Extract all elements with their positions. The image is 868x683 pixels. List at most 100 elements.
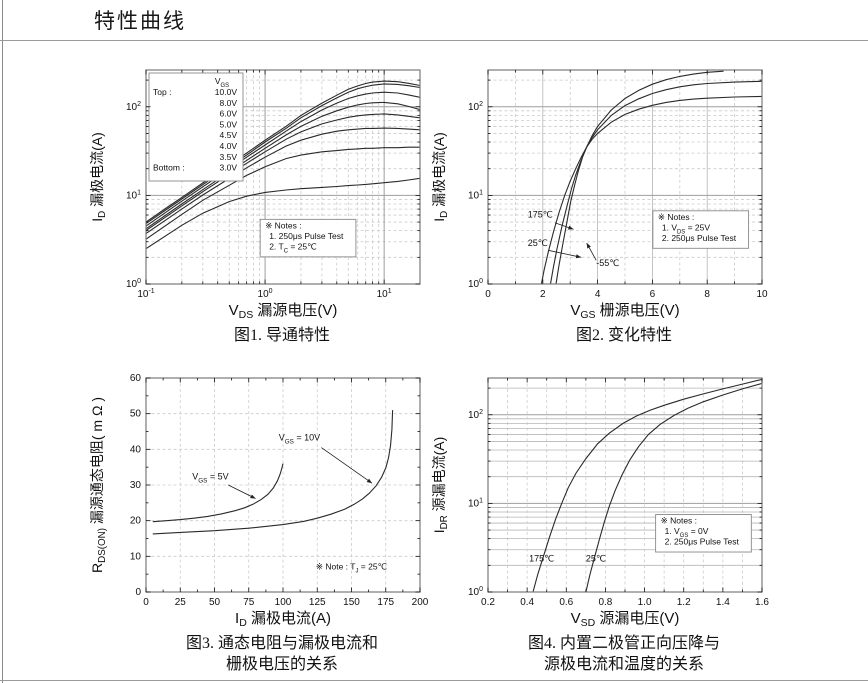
curve-label: 25℃ [528, 238, 548, 248]
notes-box [259, 218, 357, 258]
x-axis-label: ID 漏极电流(A) [235, 610, 331, 629]
y-tick-label: 50 [130, 409, 142, 420]
note-line: 1. VGS = 0V [665, 526, 709, 539]
x-tick-label: 0 [143, 597, 149, 608]
figure-3-caption: 图3. 通态电阻与漏极电流和 栅极电压的关系 [132, 634, 432, 676]
x-tick-label: 0 [485, 289, 491, 300]
curve-label: 175℃ [529, 554, 554, 564]
y-axis-label: IDR 源漏电流(A) [431, 437, 450, 534]
y-tick-label: 10 [130, 551, 142, 562]
note-line: ※ Note : TJ = 25℃ [316, 562, 388, 575]
y-tick-label: 100 [126, 278, 141, 290]
note-line: 2. TC = 25℃ [269, 241, 317, 254]
curve-label: VGS = 10V [279, 432, 320, 445]
y-tick-label: 101 [126, 189, 141, 201]
figure-1-caption: 图1. 导通特性 [132, 326, 432, 347]
figure-4-caption-line: 源极电流和温度的关系 [543, 655, 704, 673]
page-title: 特性曲线 [94, 9, 186, 33]
x-tick-label: 100 [275, 597, 292, 608]
notes-box [655, 514, 752, 553]
curve-VGS=3.5V [146, 146, 420, 240]
figure-2-caption-line: 图2. 变化特性 [575, 327, 672, 344]
x-axis-label: VGS 栅源电压(V) [570, 302, 679, 321]
note-line: 1. VDS = 25V [662, 222, 711, 235]
y-tick-label: 20 [130, 516, 142, 527]
y-tick-label: 101 [468, 189, 483, 201]
curve-25℃ [585, 382, 762, 592]
legend-row-value: 4.0V [220, 141, 238, 151]
arrowhead-icon [586, 243, 591, 249]
x-tick-label: 50 [209, 597, 221, 608]
x-tick-label: 8 [704, 289, 710, 300]
legend-row-value: 4.5V [220, 130, 238, 140]
curve-label: 175℃ [528, 210, 553, 220]
figure-4-caption: 图4. 内置二极管正向压降与 源极电流和温度的关系 [474, 634, 774, 676]
figure-2-caption: 图2. 变化特性 [474, 326, 774, 347]
curve--55℃ [555, 70, 724, 284]
note-line: ※ Notes : [265, 220, 301, 230]
legend-row-value: 5.0V [220, 119, 238, 129]
x-tick-label: 0.8 [598, 597, 612, 608]
curve-VGS=3.0V [146, 177, 420, 250]
figure-3-caption-line: 图3. 通态电阻与漏极电流和 [185, 635, 378, 652]
legend-row-prefix: Bottom : [153, 163, 185, 173]
y-tick-label: 40 [130, 444, 142, 455]
curve-label: -55℃ [596, 258, 619, 268]
top-rule [0, 40, 868, 41]
y-tick-label: 100 [468, 278, 483, 290]
x-tick-label: 150 [343, 597, 360, 608]
legend-row-prefix: Top : [153, 87, 171, 97]
y-tick-label: 102 [126, 101, 141, 113]
x-tick-label: 1.4 [716, 597, 730, 608]
figure-4: ※ Notes :1. VGS = 0V 2. 250μs Pulse Test 1… [428, 366, 778, 676]
y-tick-label: 102 [468, 409, 483, 421]
x-tick-label: 100 [258, 288, 273, 300]
page-left-border [2, 0, 3, 683]
x-axis-label: VSD 源漏电压(V) [571, 610, 680, 629]
x-tick-label: 75 [243, 597, 255, 608]
arrowhead-icon [366, 478, 373, 484]
figure-1: VGS Top : 10.0V 8.0V 6.0V 5.0V 4.5V 4.0V 3.5V Bot… [86, 58, 436, 347]
legend-header: VGS [215, 76, 229, 89]
annotation-arrow-line [321, 447, 373, 484]
note-line: 1. 250μs Pulse Test [269, 231, 344, 241]
x-tick-label: 25 [175, 597, 187, 608]
figure-4-caption-line: 图4. 内置二极管正向压降与 [527, 635, 720, 652]
note-line: 2. 250μs Pulse Test [662, 233, 737, 243]
annotation-arrow-line [548, 249, 582, 258]
x-tick-label: 10 [756, 289, 768, 300]
y-axis-label: ID 漏极电流(A) [431, 132, 450, 222]
curves-group [540, 70, 762, 284]
y-tick-label: 60 [130, 373, 142, 384]
arrowhead-icon [567, 225, 574, 230]
x-tick-label: 1.0 [638, 597, 652, 608]
figure-1-caption-line: 图1. 导通特性 [233, 327, 330, 344]
x-tick-label: 0.6 [559, 597, 573, 608]
legend-row-value: 8.0V [220, 98, 238, 108]
bottom-rule [0, 680, 868, 681]
x-tick-label: 101 [377, 288, 392, 300]
y-tick-label: 100 [468, 586, 483, 598]
curve-175℃ [540, 95, 762, 284]
note-line: ※ Notes : [658, 212, 694, 222]
x-tick-label: 4 [595, 289, 601, 300]
arrowhead-icon [250, 494, 256, 499]
y-axis-label: RDS(ON) 漏源通态电阻( m Ω ) [89, 397, 108, 573]
note-line: ※ Notes : [661, 516, 697, 526]
curves-group [152, 410, 394, 535]
arrowhead-icon [575, 254, 582, 259]
x-tick-label: 6 [650, 289, 656, 300]
legend-row-value: 10.0V [215, 87, 238, 97]
figure-2: ※ Notes :1. VDS = 25V 2. 250μs Pulse Test… [428, 58, 778, 347]
x-tick-label: 125 [309, 597, 326, 608]
figure-3: ※ Note : TJ = 25℃ VGS = 5V VGS = 10V 0 25 50 7… [86, 366, 436, 676]
notes-box [652, 210, 750, 249]
x-tick-label: 1.2 [677, 597, 691, 608]
plot-border [145, 69, 421, 285]
x-tick-label: 1.6 [755, 597, 769, 608]
curve-25℃ [549, 80, 762, 284]
y-tick-label: 30 [130, 480, 142, 491]
curve-VGS=5V [152, 463, 284, 523]
x-tick-label: 0.2 [481, 597, 495, 608]
